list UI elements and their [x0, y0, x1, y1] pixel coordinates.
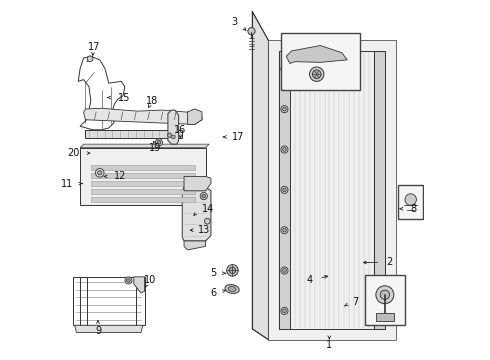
Polygon shape: [84, 108, 202, 125]
Text: 5: 5: [210, 268, 216, 278]
Circle shape: [126, 279, 130, 282]
Bar: [281, 33, 360, 90]
Text: 4: 4: [307, 275, 313, 285]
Text: 18: 18: [146, 96, 158, 106]
Text: 17: 17: [88, 42, 100, 52]
Circle shape: [283, 148, 286, 151]
Circle shape: [229, 267, 236, 274]
Polygon shape: [184, 241, 205, 250]
Circle shape: [281, 267, 288, 274]
Text: 15: 15: [118, 93, 130, 103]
Circle shape: [281, 105, 288, 113]
Bar: [91, 173, 195, 178]
Bar: [269, 40, 395, 339]
Polygon shape: [74, 325, 143, 332]
Text: 7: 7: [353, 297, 359, 307]
Circle shape: [125, 277, 132, 284]
Circle shape: [310, 67, 324, 81]
Circle shape: [380, 290, 390, 300]
Bar: [365, 275, 405, 325]
Text: 10: 10: [144, 275, 156, 285]
Ellipse shape: [225, 285, 239, 293]
Circle shape: [283, 309, 286, 313]
Circle shape: [172, 135, 175, 139]
Bar: [85, 130, 182, 138]
Text: 1: 1: [326, 340, 332, 350]
Text: 6: 6: [210, 288, 216, 298]
Text: 3: 3: [232, 17, 238, 27]
Bar: [91, 197, 195, 202]
Text: 12: 12: [114, 171, 126, 181]
Circle shape: [281, 307, 288, 315]
Circle shape: [281, 146, 288, 153]
Text: 9: 9: [95, 325, 101, 336]
Text: 8: 8: [410, 204, 416, 214]
Polygon shape: [286, 45, 347, 63]
Circle shape: [283, 188, 286, 192]
Circle shape: [202, 194, 205, 198]
Text: 19: 19: [149, 143, 162, 153]
Circle shape: [200, 193, 207, 200]
Bar: [279, 51, 385, 329]
Text: 20: 20: [67, 148, 79, 158]
Circle shape: [168, 133, 172, 137]
Bar: [374, 51, 385, 329]
Circle shape: [281, 65, 288, 72]
Bar: [91, 189, 195, 194]
Circle shape: [283, 228, 286, 232]
Bar: [91, 165, 195, 170]
Polygon shape: [252, 12, 269, 339]
Circle shape: [87, 56, 93, 62]
Polygon shape: [188, 109, 202, 125]
Circle shape: [227, 265, 238, 276]
Text: 16: 16: [174, 125, 187, 135]
Polygon shape: [182, 187, 211, 241]
Circle shape: [96, 168, 104, 177]
Circle shape: [283, 107, 286, 111]
Text: 13: 13: [198, 225, 211, 235]
Circle shape: [281, 186, 288, 193]
Circle shape: [157, 140, 161, 144]
Polygon shape: [168, 110, 179, 144]
Bar: [398, 185, 423, 220]
Polygon shape: [80, 144, 209, 148]
Circle shape: [155, 139, 163, 146]
Circle shape: [281, 226, 288, 234]
Circle shape: [283, 269, 286, 273]
Circle shape: [405, 194, 416, 205]
Circle shape: [98, 171, 102, 175]
Circle shape: [204, 219, 210, 224]
Bar: [279, 51, 290, 329]
Text: 2: 2: [387, 257, 393, 267]
Circle shape: [283, 67, 286, 71]
Circle shape: [376, 286, 394, 304]
Text: 11: 11: [61, 179, 73, 189]
Bar: [91, 181, 195, 186]
Ellipse shape: [228, 287, 236, 292]
Text: 14: 14: [202, 204, 214, 214]
Bar: [376, 313, 394, 321]
Circle shape: [248, 28, 255, 35]
Polygon shape: [184, 176, 211, 191]
Polygon shape: [80, 148, 205, 205]
Polygon shape: [134, 277, 145, 293]
Text: 17: 17: [232, 132, 245, 142]
Circle shape: [313, 70, 321, 78]
